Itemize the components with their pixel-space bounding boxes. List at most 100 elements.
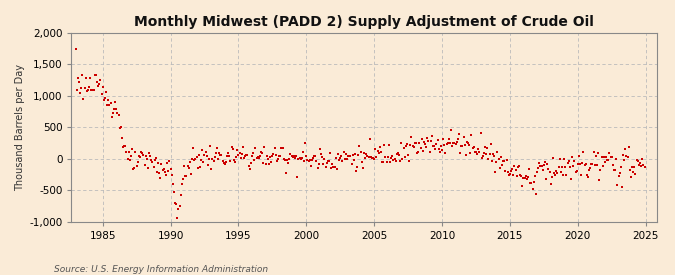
Point [99, 96, 110, 101]
Point [167, 181, 178, 186]
Point [475, 131, 486, 136]
Point [629, 165, 640, 169]
Point [369, 157, 379, 161]
Point [336, 154, 347, 159]
Point [269, 145, 280, 150]
Point [256, 150, 267, 155]
Point [389, 157, 400, 161]
Point [508, 173, 518, 177]
Point [515, 172, 526, 177]
Point [206, 167, 217, 171]
Point [509, 164, 520, 168]
Point [403, 153, 414, 157]
Point [494, 166, 505, 170]
Point [72, 76, 83, 80]
Point [619, 158, 630, 162]
Point [190, 156, 201, 161]
Point [320, 165, 331, 169]
Point [564, 158, 574, 163]
Point [227, 147, 238, 151]
Point [474, 150, 485, 155]
Point [404, 159, 414, 163]
Point [107, 111, 118, 115]
Point [326, 166, 337, 170]
Point [637, 157, 648, 161]
Point [621, 154, 632, 159]
Point [599, 160, 610, 164]
Point [90, 73, 101, 78]
Point [501, 158, 512, 163]
Point [146, 158, 157, 163]
Point [441, 142, 452, 146]
Point [546, 175, 557, 179]
Point [298, 150, 308, 155]
Point [97, 85, 108, 89]
Y-axis label: Thousand Barrels per Day: Thousand Barrels per Day [15, 64, 25, 191]
Point [169, 190, 180, 194]
Point [460, 153, 471, 157]
Point [301, 153, 312, 158]
Point [246, 161, 256, 166]
Point [622, 155, 633, 159]
Point [599, 155, 610, 160]
Point [630, 172, 641, 176]
Point [330, 156, 341, 160]
Point [416, 136, 427, 141]
Point [379, 143, 389, 147]
Point [278, 157, 289, 161]
Point [200, 150, 211, 154]
Point [547, 155, 558, 160]
Point [131, 164, 142, 169]
Point [171, 202, 182, 206]
Point [422, 136, 433, 141]
Point [596, 155, 607, 159]
Point [394, 153, 404, 158]
Point [78, 97, 89, 101]
Point [387, 154, 398, 159]
Point [318, 162, 329, 166]
Point [338, 150, 349, 154]
Point [358, 166, 369, 170]
Point [333, 152, 344, 156]
Point [620, 147, 630, 151]
Point [595, 168, 606, 172]
Point [256, 150, 267, 155]
Point [216, 153, 227, 157]
Point [157, 168, 168, 172]
Point [137, 151, 148, 156]
Point [589, 163, 600, 167]
Point [188, 146, 198, 150]
Point [134, 154, 144, 158]
Point [614, 171, 625, 175]
Point [612, 183, 623, 187]
Point [457, 143, 468, 148]
Point [584, 168, 595, 172]
Point [178, 176, 188, 181]
Point [114, 126, 125, 130]
Point [497, 158, 508, 163]
Point [268, 152, 279, 156]
Point [491, 160, 502, 164]
Point [174, 204, 185, 208]
Point [362, 154, 373, 159]
Point [182, 164, 193, 168]
Point [549, 173, 560, 177]
Point [164, 159, 175, 163]
Point [214, 151, 225, 155]
Point [221, 160, 232, 164]
Point [572, 162, 583, 166]
Point [363, 155, 374, 159]
Point [265, 155, 275, 160]
Point [533, 166, 543, 170]
Point [191, 155, 202, 159]
Point [173, 207, 184, 211]
Point [360, 156, 371, 160]
Point [147, 160, 158, 164]
Point [239, 156, 250, 161]
Point [413, 149, 424, 154]
Point [159, 170, 170, 174]
Point [346, 162, 357, 166]
Point [469, 150, 480, 154]
Point [365, 155, 376, 159]
Point [96, 92, 107, 97]
